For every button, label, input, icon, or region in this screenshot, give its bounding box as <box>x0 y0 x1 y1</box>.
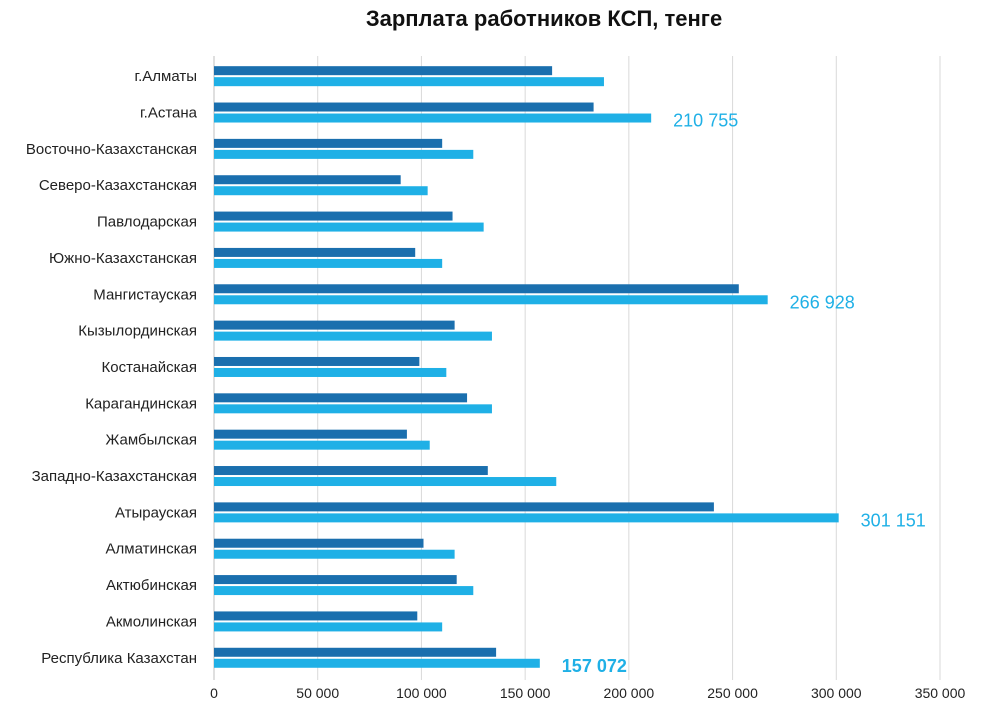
category-label: Северо-Казахстанская <box>39 177 197 194</box>
bar-series-2 <box>214 295 768 305</box>
bar-series-1 <box>214 66 553 76</box>
bar-series-2 <box>214 258 443 268</box>
bar-series-2 <box>214 622 443 632</box>
bar-series-2 <box>214 404 492 414</box>
x-tick-label: 200 000 <box>604 685 655 701</box>
data-label: 301 151 <box>861 510 926 530</box>
category-label: Западно-Казахстанская <box>32 468 197 485</box>
category-label: г.Астана <box>140 105 198 122</box>
x-tick-label: 300 000 <box>811 685 862 701</box>
bar-series-2 <box>214 113 652 123</box>
category-label: Атырауская <box>115 504 197 521</box>
category-label: Кызылординская <box>78 323 197 340</box>
bar-series-2 <box>214 586 474 596</box>
bar-series-1 <box>214 284 739 294</box>
category-label: Костанайская <box>102 359 198 376</box>
category-label: Акмолинская <box>106 613 197 630</box>
category-label: Жамбылская <box>106 432 198 449</box>
bar-series-1 <box>214 575 457 585</box>
bar-series-1 <box>214 611 418 621</box>
bar-series-1 <box>214 247 416 257</box>
data-label: 210 755 <box>673 111 738 131</box>
bar-series-1 <box>214 102 594 112</box>
bar-series-2 <box>214 149 474 159</box>
x-tick-label: 250 000 <box>707 685 758 701</box>
chart-title: Зарплата работников КСП, тенге <box>365 6 723 31</box>
bar-series-2 <box>214 77 604 87</box>
bar-series-1 <box>214 466 488 476</box>
x-tick-label: 50 000 <box>296 685 339 701</box>
bar-series-2 <box>214 186 428 196</box>
bar-series-1 <box>214 538 424 548</box>
x-tick-label: 350 000 <box>915 685 966 701</box>
bar-series-1 <box>214 502 714 512</box>
category-label: Мангистауская <box>93 286 197 303</box>
x-tick-label: 0 <box>210 685 218 701</box>
bar-series-1 <box>214 647 497 657</box>
x-tick-label: 150 000 <box>500 685 551 701</box>
bar-series-1 <box>214 393 468 403</box>
bar-series-2 <box>214 549 455 559</box>
bar-series-1 <box>214 211 453 221</box>
bar-series-1 <box>214 175 401 185</box>
category-label: Республика Казахстан <box>41 650 197 667</box>
data-label: 266 928 <box>790 292 855 312</box>
data-label: 157 072 <box>562 656 627 676</box>
category-label: Восточно-Казахстанская <box>26 141 197 158</box>
bar-series-1 <box>214 429 407 439</box>
category-label: Актюбинская <box>106 577 197 594</box>
bar-series-2 <box>214 658 540 668</box>
bar-series-2 <box>214 513 839 523</box>
bar-series-2 <box>214 331 492 341</box>
bar-series-1 <box>214 138 443 148</box>
category-label: Павлодарская <box>97 214 197 231</box>
bar-series-2 <box>214 477 557 487</box>
bar-series-1 <box>214 320 455 330</box>
bar-series-2 <box>214 440 430 450</box>
bar-series-2 <box>214 367 447 377</box>
category-label: Южно-Казахстанская <box>49 250 197 267</box>
bar-series-1 <box>214 356 420 366</box>
category-label: г.Алматы <box>134 68 197 85</box>
bar-series-2 <box>214 222 484 232</box>
category-label: Карагандинская <box>85 395 197 412</box>
category-label: Алматинская <box>106 541 197 558</box>
x-tick-label: 100 000 <box>396 685 447 701</box>
